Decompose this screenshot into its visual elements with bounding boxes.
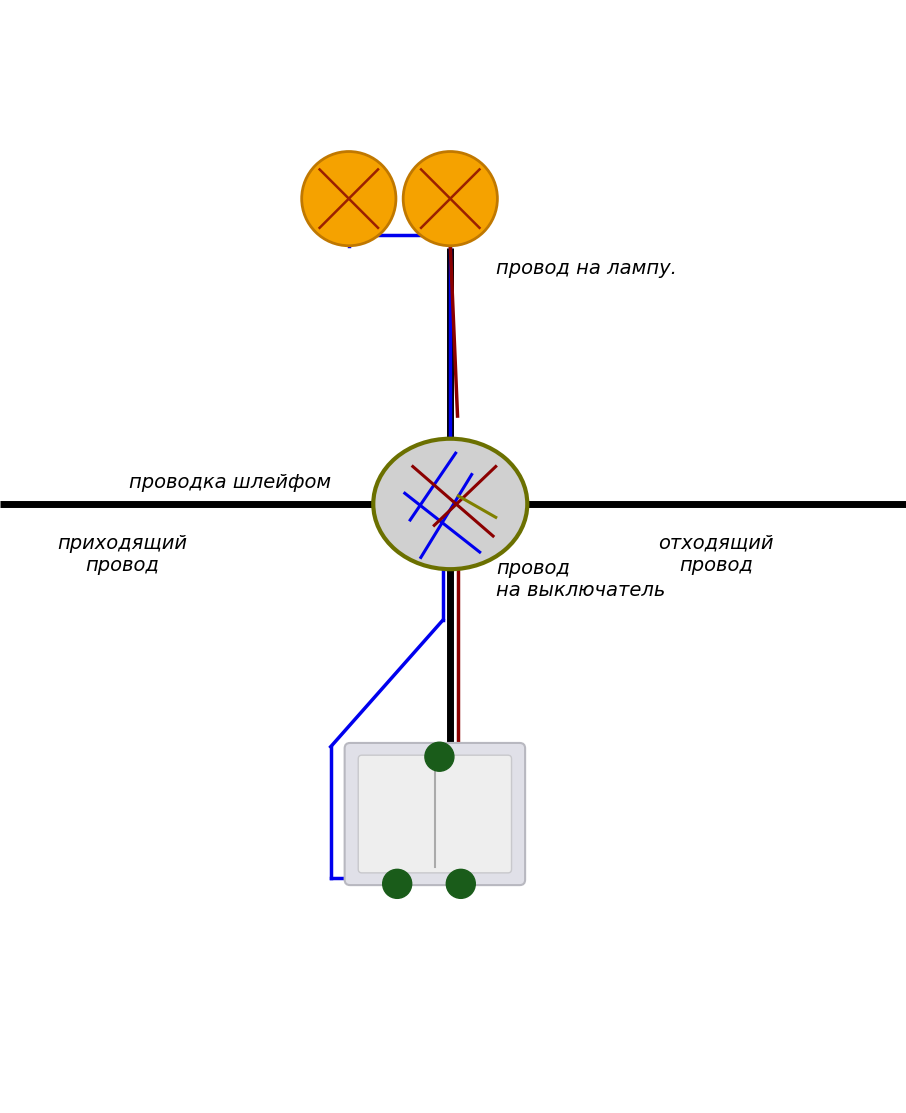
Text: проводка шлейфом: проводка шлейфом [129, 473, 331, 492]
Text: приходящий
провод: приходящий провод [57, 534, 188, 574]
Text: отходящий
провод: отходящий провод [658, 534, 774, 574]
Text: провод на лампу.: провод на лампу. [496, 259, 678, 278]
Circle shape [447, 869, 476, 898]
Circle shape [403, 151, 497, 246]
Ellipse shape [373, 439, 527, 569]
Circle shape [425, 742, 454, 771]
Circle shape [382, 869, 411, 898]
Circle shape [302, 151, 396, 246]
FancyBboxPatch shape [358, 756, 512, 873]
Text: провод
на выключатель: провод на выключатель [496, 559, 666, 600]
FancyBboxPatch shape [344, 743, 525, 885]
